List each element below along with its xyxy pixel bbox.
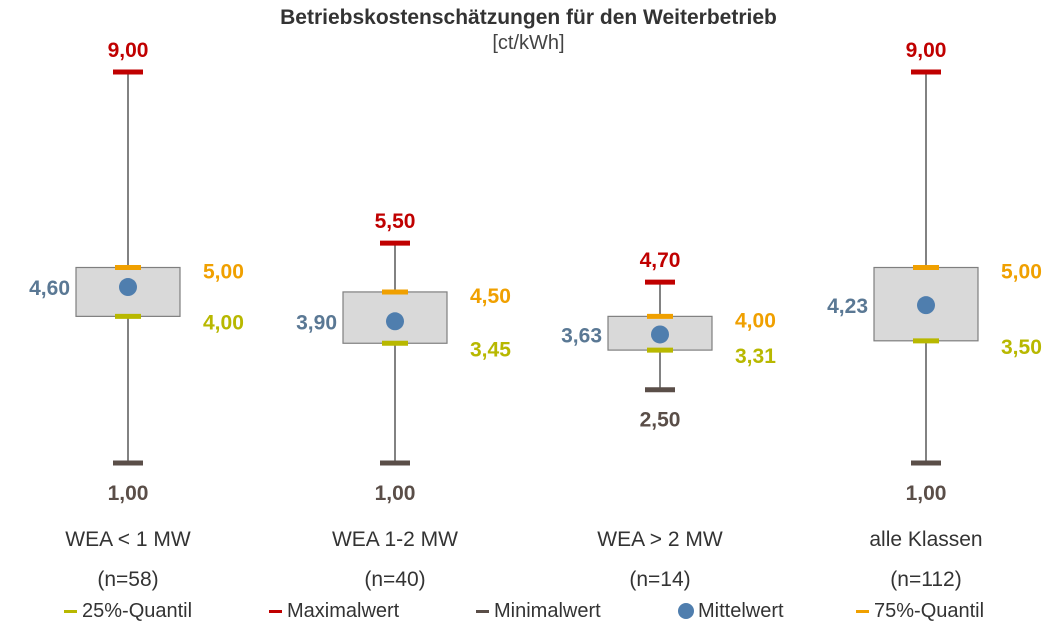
mean-dot: [119, 278, 137, 297]
category-label: WEA > 2 MW: [597, 528, 723, 551]
q25-label: 4,00: [203, 311, 244, 334]
mean-dot: [386, 312, 404, 331]
mean-label: 4,23: [827, 295, 868, 318]
category-label: alle Klassen: [869, 528, 982, 551]
chart-subtitle: [ct/kWh]: [492, 32, 565, 54]
q25-label: 3,31: [735, 345, 776, 368]
legend-swatch-min: [476, 610, 489, 614]
sample-size-label: (n=112): [890, 568, 961, 591]
mean-label: 4,60: [29, 277, 70, 300]
q25-label: 3,50: [1001, 336, 1042, 359]
legend-label-q25: 25%-Quantil: [82, 600, 193, 622]
max-label: 5,50: [375, 210, 416, 233]
legend-label-mean: Mittelwert: [698, 600, 784, 622]
max-label: 9,00: [906, 39, 947, 62]
legend: 25%-Quantil Maximalwert Minimalwert Mitt…: [0, 600, 1057, 630]
sample-size-label: (n=14): [629, 568, 690, 591]
legend-swatch-mean: [678, 603, 694, 619]
q75-label: 4,50: [470, 285, 511, 308]
max-label: 9,00: [108, 39, 149, 62]
legend-label-min: Minimalwert: [494, 600, 601, 622]
legend-item-mean: Mittelwert: [678, 600, 784, 623]
legend-swatch-q25: [64, 610, 77, 614]
legend-item-q25: 25%-Quantil: [64, 600, 192, 623]
category-label: WEA < 1 MW: [65, 528, 191, 551]
legend-item-max: Maximalwert: [269, 600, 399, 623]
legend-item-q75: 75%-Quantil: [856, 600, 984, 623]
legend-swatch-q75: [856, 610, 869, 614]
mean-label: 3,90: [296, 311, 337, 334]
min-label: 2,50: [640, 409, 681, 432]
max-label: 4,70: [640, 249, 681, 272]
mean-label: 3,63: [561, 324, 602, 347]
legend-swatch-max: [269, 610, 282, 614]
min-label: 1,00: [108, 482, 149, 505]
chart-title: Betriebskostenschätzungen für den Weiter…: [280, 6, 777, 29]
q25-label: 3,45: [470, 338, 511, 361]
legend-label-q75: 75%-Quantil: [874, 600, 985, 622]
q75-label: 5,00: [1001, 261, 1042, 284]
legend-label-max: Maximalwert: [287, 600, 400, 622]
q75-label: 5,00: [203, 261, 244, 284]
legend-item-min: Minimalwert: [476, 600, 601, 623]
mean-dot: [651, 325, 669, 344]
min-label: 1,00: [375, 482, 416, 505]
box-plot-chart: 9,00 1,00 5,00 4,00 4,60 WEA < 1 MW (n=58) 5,50…: [29, 39, 1042, 591]
mean-dot: [917, 296, 935, 315]
q75-label: 4,00: [735, 309, 776, 332]
sample-size-label: (n=40): [364, 568, 425, 591]
min-label: 1,00: [906, 482, 947, 505]
sample-size-label: (n=58): [97, 568, 158, 591]
category-label: WEA 1-2 MW: [332, 528, 458, 551]
